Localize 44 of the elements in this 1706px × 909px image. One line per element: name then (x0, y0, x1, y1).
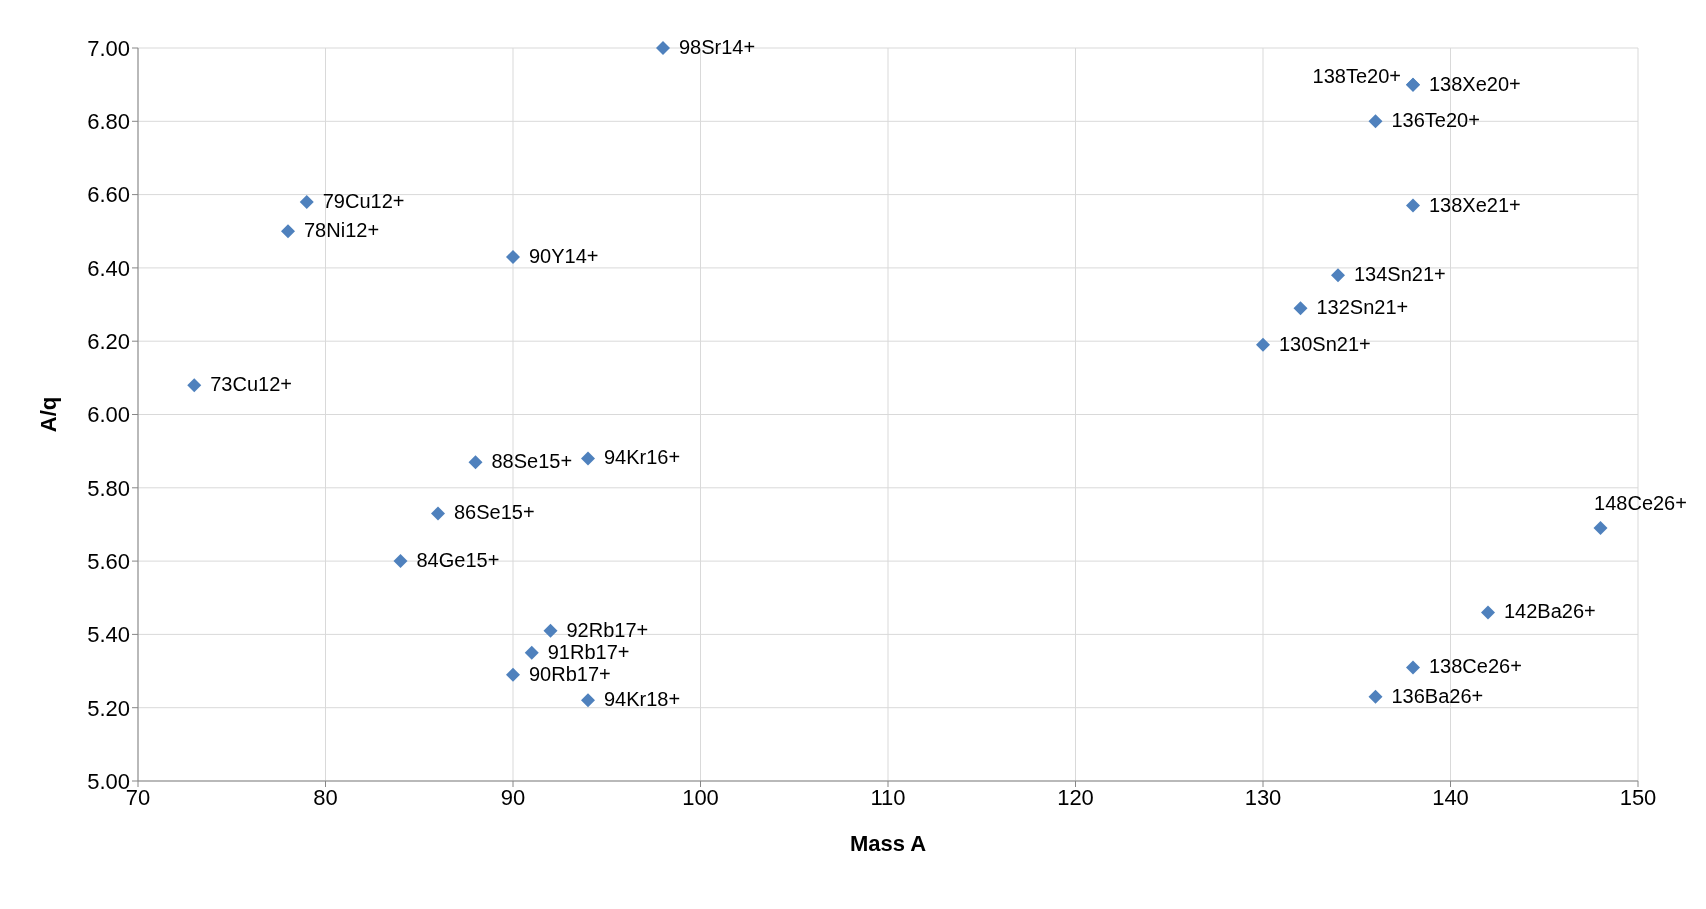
y-axis-title: A/q (35, 396, 61, 433)
annotation: 98Sr14+ (679, 36, 756, 58)
annotation: 138Ce26+ (1429, 655, 1522, 678)
y-tick-label: 6.20 (87, 329, 130, 355)
annotation: 136Ba26+ (1391, 684, 1484, 707)
annotation: 90Y14+ (529, 244, 599, 267)
annotation: 142Ba26+ (1504, 600, 1596, 623)
y-tick-label: 6.60 (87, 182, 130, 208)
y-tick-label: 7.00 (87, 35, 130, 61)
annotation: 130Sn21+ (1279, 332, 1371, 355)
x-tick-label: 100 (682, 784, 719, 810)
x-tick-label: 120 (1057, 784, 1094, 810)
y-tick-label: 6.00 (87, 402, 130, 428)
annotation: 138Te20+ (1312, 64, 1401, 87)
annotation: 94Kr18+ (604, 688, 681, 711)
annotation: 94Kr16+ (604, 446, 681, 469)
annotation: 90Rb17+ (529, 662, 611, 685)
annotation: 84Ge15+ (416, 549, 500, 572)
annotation: 79Cu12+ (322, 189, 405, 212)
annotation: 78Ni12+ (304, 219, 380, 242)
annotation: 88Se15+ (491, 450, 573, 473)
annotation: 92Rb17+ (566, 618, 649, 641)
annotation: 73Cu12+ (210, 373, 292, 396)
annotation: 138Xe21+ (1429, 193, 1521, 216)
annotation: 132Sn21+ (1316, 296, 1409, 319)
y-tick-label: 6.40 (87, 255, 130, 281)
x-tick-label: 110 (870, 784, 906, 810)
x-tick-label: 90 (500, 784, 526, 810)
y-tick-label: 5.60 (87, 548, 130, 574)
annotation: 138Xe20+ (1429, 72, 1521, 95)
y-tick-label: 6.80 (87, 109, 130, 135)
annotation: 136Te20+ (1391, 109, 1480, 132)
x-tick-label: 80 (313, 784, 338, 810)
y-tick-label: 5.20 (87, 695, 130, 721)
x-tick-label: 140 (1432, 784, 1469, 810)
y-tick-label: 5.80 (87, 475, 130, 501)
annotation: 148Ce26+ (1594, 492, 1687, 515)
annotation: 134Sn21+ (1354, 263, 1446, 286)
x-tick-label: 150 (1619, 784, 1657, 810)
x-axis-title: Mass A (849, 831, 927, 856)
annotation: 86Se15+ (454, 501, 535, 524)
y-tick-label: 5.40 (87, 622, 130, 648)
annotation: 91Rb17+ (547, 640, 630, 663)
x-tick-label: 130 (1244, 784, 1282, 810)
